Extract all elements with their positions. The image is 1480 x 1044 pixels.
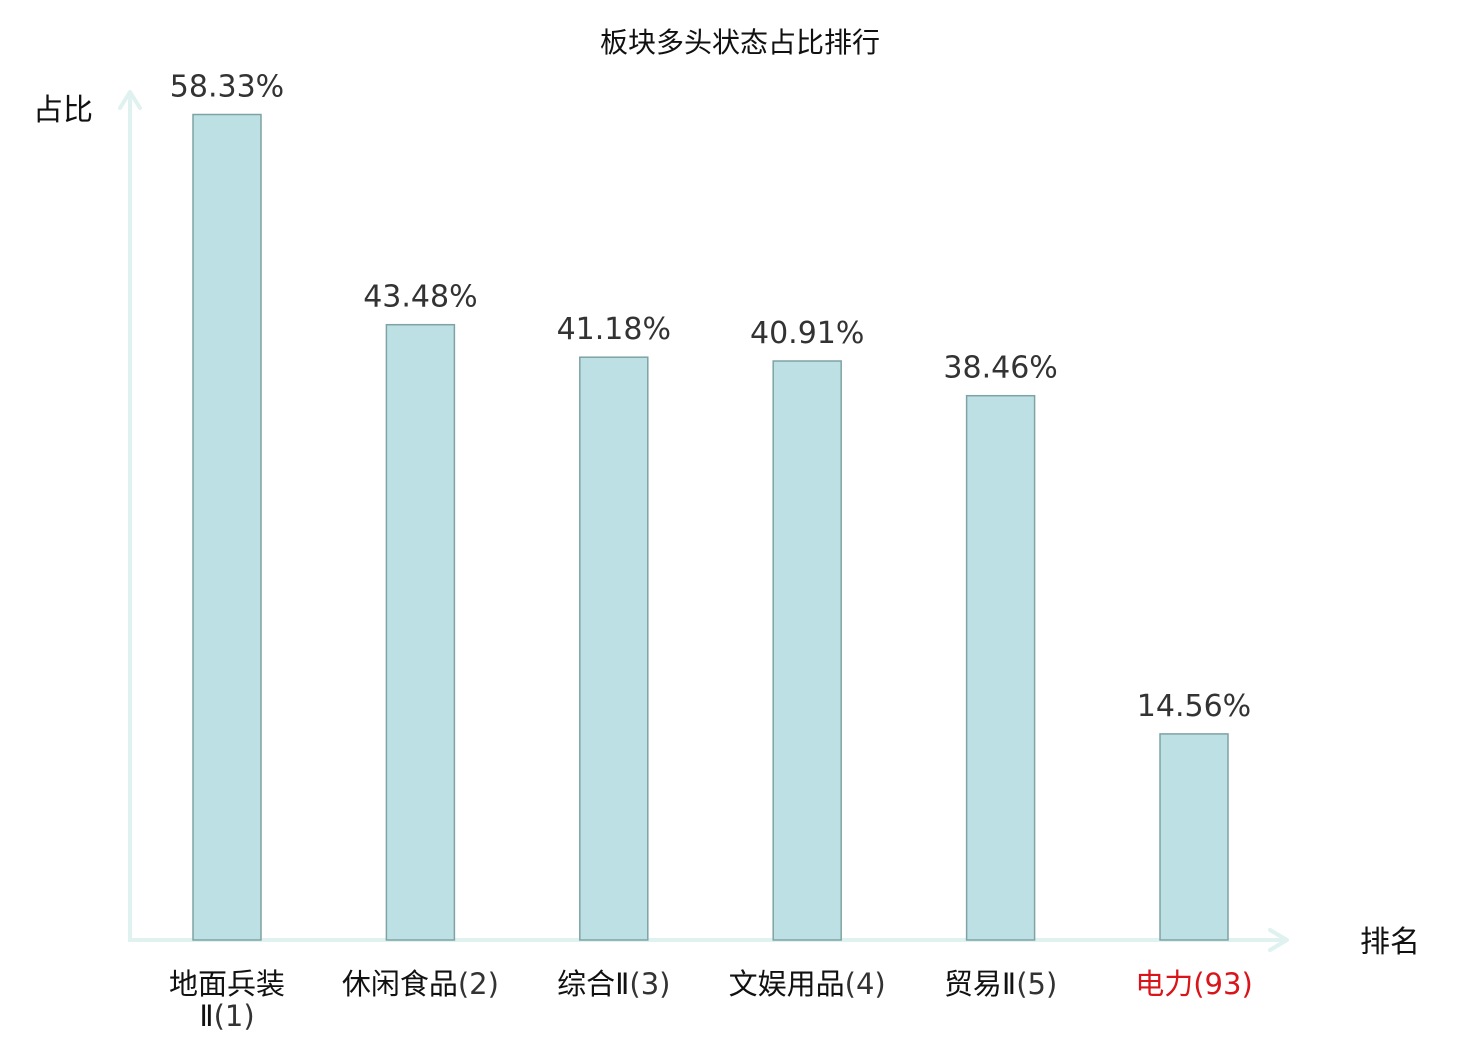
bar-3 [579, 356, 649, 941]
category-label-2: 休闲食品(2) [342, 967, 499, 1001]
bar-2 [385, 323, 456, 941]
bars-group [192, 113, 1229, 941]
bar-1 [192, 113, 262, 941]
value-label-6: 14.56% [1137, 689, 1251, 724]
bar-5 [965, 394, 1036, 941]
value-label-1: 58.33% [170, 70, 284, 105]
bar-6 [1159, 733, 1229, 941]
x-axis-arrow-icon [1268, 928, 1289, 952]
y-axis-title: 占比 [33, 93, 93, 128]
category-label-5: 贸易Ⅱ(5) [944, 967, 1057, 1001]
y-axis-arrow-icon [118, 90, 142, 110]
value-label-3: 41.18% [557, 312, 671, 347]
x-axis-title: 排名 [1360, 925, 1420, 960]
value-label-5: 38.46% [943, 351, 1057, 386]
category-label-1: 地面兵装 [169, 967, 285, 1001]
category-label-4: 文娱用品(4) [729, 967, 886, 1001]
value-labels-group: 58.33% 43.48% 41.18% 40.91% 38.46% 14.56% [170, 70, 1251, 724]
x-axis [128, 928, 1289, 952]
category-label-3: 综合Ⅱ(3) [557, 967, 670, 1001]
chart-title: 板块多头状态占比排行 [600, 26, 880, 59]
bar-4 [772, 360, 842, 941]
value-label-4: 40.91% [750, 316, 864, 351]
category-rank-1: Ⅱ(1) [199, 999, 254, 1033]
category-label-6: 电力(93) [1135, 967, 1253, 1001]
y-axis [118, 90, 142, 940]
value-label-2: 43.48% [363, 280, 477, 315]
